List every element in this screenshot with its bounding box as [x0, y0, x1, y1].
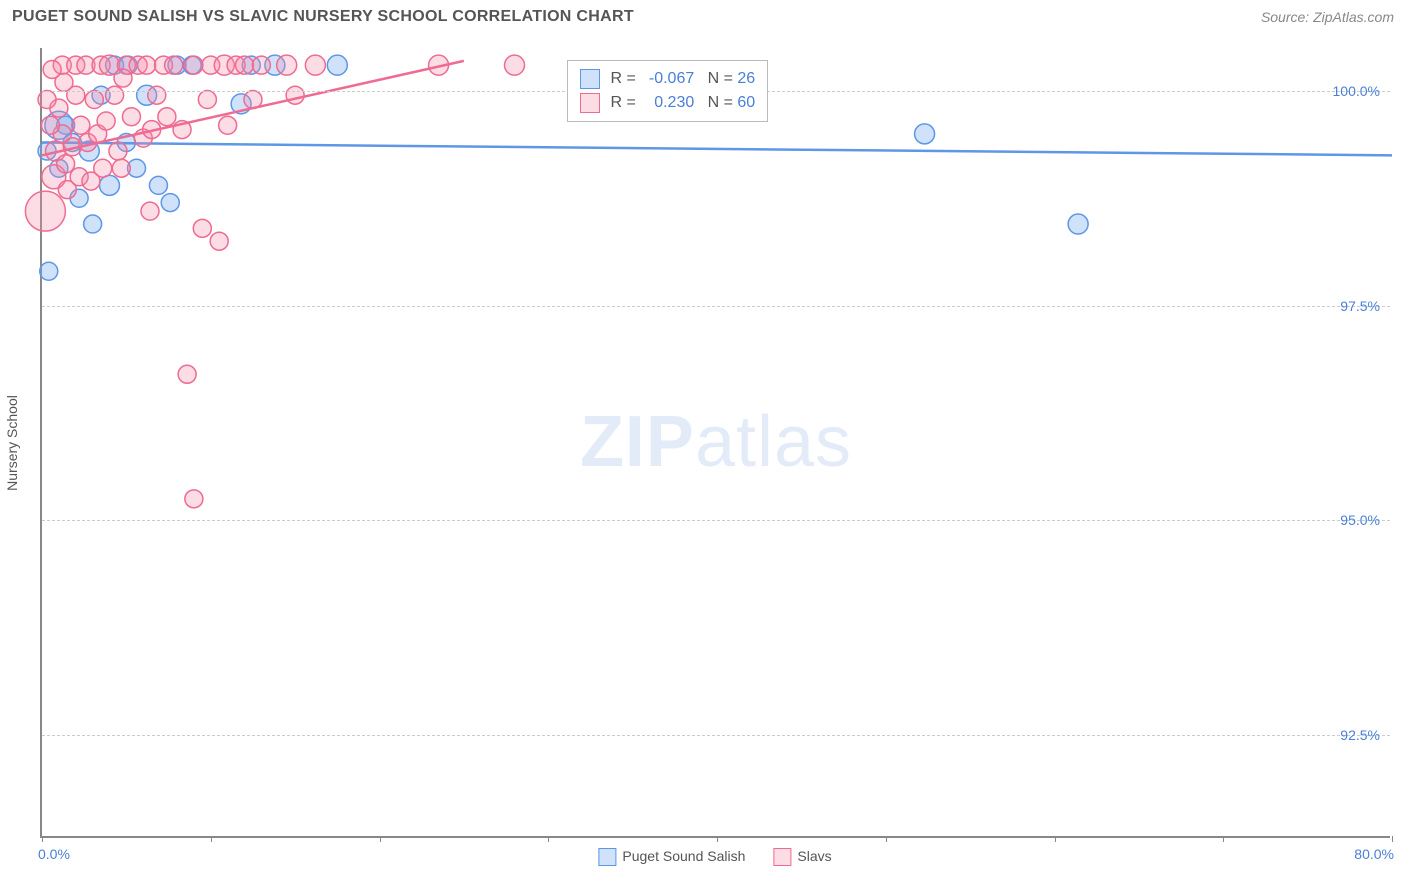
- n-value: 26: [737, 70, 755, 87]
- xtick: [42, 836, 43, 842]
- data-point: [305, 55, 325, 75]
- svg-layer: [42, 48, 1390, 836]
- data-point: [1068, 214, 1088, 234]
- data-point: [97, 112, 115, 130]
- legend-swatch: [598, 848, 616, 866]
- ytick-label: 97.5%: [1340, 298, 1380, 314]
- legend-label: Slavs: [797, 848, 831, 864]
- data-point: [55, 73, 73, 91]
- xtick: [1223, 836, 1224, 842]
- n-value: 60: [737, 94, 755, 111]
- legend-item: Puget Sound Salish: [598, 848, 745, 866]
- xtick: [1055, 836, 1056, 842]
- gridline-h: [42, 735, 1390, 736]
- xtick: [717, 836, 718, 842]
- data-point: [138, 56, 156, 74]
- ytick-label: 100.0%: [1333, 83, 1380, 99]
- data-point: [148, 86, 166, 104]
- data-point: [100, 175, 120, 195]
- x-min-label: 0.0%: [38, 846, 70, 862]
- data-point: [277, 55, 297, 75]
- data-point: [40, 262, 58, 280]
- data-point: [185, 490, 203, 508]
- plot-region: ZIPatlas 100.0%97.5%95.0%92.5%0.0%80.0% …: [40, 48, 1390, 838]
- data-point: [327, 55, 347, 75]
- n-label: N =: [708, 70, 733, 87]
- data-point: [210, 232, 228, 250]
- data-point: [165, 56, 183, 74]
- series-swatch: [580, 93, 600, 113]
- stat-box: R = -0.067 N = 26 R = 0.230 N = 60: [567, 60, 768, 122]
- data-point: [109, 142, 127, 160]
- data-point: [198, 91, 216, 109]
- data-point: [122, 108, 140, 126]
- trend-line: [42, 142, 1392, 155]
- data-point: [141, 202, 159, 220]
- ytick-label: 92.5%: [1340, 727, 1380, 743]
- legend-swatch: [773, 848, 791, 866]
- data-point: [185, 56, 203, 74]
- data-point: [915, 124, 935, 144]
- xtick: [211, 836, 212, 842]
- data-point: [25, 191, 65, 231]
- x-max-label: 80.0%: [1354, 846, 1394, 862]
- data-point: [72, 116, 90, 134]
- series-swatch: [580, 69, 600, 89]
- data-point: [149, 176, 167, 194]
- data-point: [286, 86, 304, 104]
- chart-source: Source: ZipAtlas.com: [1261, 9, 1394, 25]
- data-point: [505, 55, 525, 75]
- data-point: [85, 91, 103, 109]
- n-label: N =: [708, 94, 733, 111]
- data-point: [84, 215, 102, 233]
- chart-header: PUGET SOUND SALISH VS SLAVIC NURSERY SCH…: [0, 0, 1406, 30]
- chart-area: Nursery School ZIPatlas 100.0%97.5%95.0%…: [40, 48, 1390, 838]
- y-axis-label: Nursery School: [4, 395, 20, 491]
- gridline-h: [42, 520, 1390, 521]
- data-point: [38, 91, 56, 109]
- r-value: -0.067: [640, 67, 694, 91]
- xtick: [1392, 836, 1393, 842]
- data-point: [112, 159, 130, 177]
- data-point: [193, 219, 211, 237]
- data-point: [161, 194, 179, 212]
- data-point: [106, 86, 124, 104]
- data-point: [158, 108, 176, 126]
- stat-row: R = 0.230 N = 60: [580, 91, 755, 115]
- data-point: [57, 155, 75, 173]
- r-label: R =: [610, 94, 635, 111]
- data-point: [252, 56, 270, 74]
- data-point: [41, 116, 59, 134]
- xtick: [548, 836, 549, 842]
- gridline-h: [42, 306, 1390, 307]
- ytick-label: 95.0%: [1340, 512, 1380, 528]
- xtick: [886, 836, 887, 842]
- data-point: [236, 56, 254, 74]
- xtick: [380, 836, 381, 842]
- stat-row: R = -0.067 N = 26: [580, 67, 755, 91]
- bottom-legend: Puget Sound Salish Slavs: [598, 848, 831, 866]
- data-point: [94, 159, 112, 177]
- chart-title: PUGET SOUND SALISH VS SLAVIC NURSERY SCH…: [12, 8, 634, 26]
- data-point: [114, 69, 132, 87]
- legend-item: Slavs: [773, 848, 831, 866]
- data-point: [178, 365, 196, 383]
- r-value: 0.230: [640, 91, 694, 115]
- legend-label: Puget Sound Salish: [622, 848, 745, 864]
- r-label: R =: [610, 70, 635, 87]
- data-point: [219, 116, 237, 134]
